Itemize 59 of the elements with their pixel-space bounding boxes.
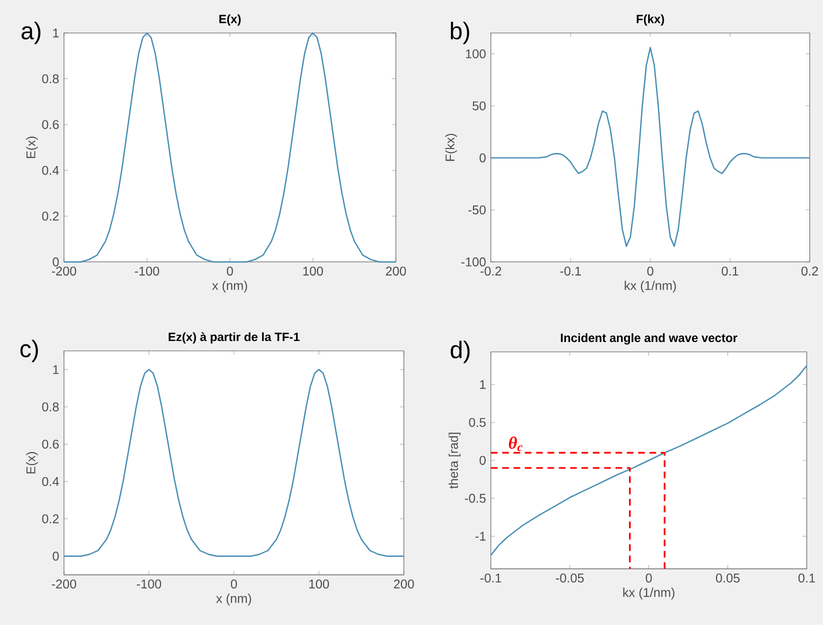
y-tick-label: 1 <box>53 365 59 374</box>
y-tick-label: -0.5 <box>464 494 486 503</box>
x-tick-label: 200 <box>386 266 406 276</box>
y-tick-label: 1 <box>53 28 59 38</box>
y-tick-label: -50 <box>468 206 486 214</box>
y-tick-label: 1 <box>480 380 486 389</box>
x-tick-label: -0.1 <box>560 266 581 276</box>
y-tick-label: 0 <box>480 153 486 162</box>
y-tick-label: 0 <box>52 258 59 266</box>
chart-title: Ez(x) à partir de la TF-1 <box>168 332 300 344</box>
y-tick-label: 0.6 <box>42 120 59 130</box>
y-tick-label: 0.4 <box>42 166 59 175</box>
x-tick-label: 0 <box>647 266 654 276</box>
chart-title: E(x) <box>219 14 241 26</box>
x-tick-label: -0.05 <box>556 574 584 583</box>
x-tick-label: 0 <box>230 580 237 589</box>
y-tick-label: -100 <box>461 258 486 266</box>
y-tick-label: 0.2 <box>42 212 59 221</box>
y-tick-label: 0.5 <box>469 418 486 428</box>
x-tick-label: 0.1 <box>798 574 815 583</box>
y-tick-label: 100 <box>466 49 486 58</box>
x-tick-label: 100 <box>303 266 323 276</box>
x-tick-label: 0 <box>226 266 233 276</box>
y-tick-label: 0 <box>480 456 486 465</box>
y-tick-label: -1 <box>475 532 486 541</box>
text: c) <box>20 340 38 362</box>
x-tick-label: -100 <box>134 266 160 276</box>
x-axis-title: x (nm) <box>216 594 252 606</box>
x-tick-label: 100 <box>309 580 329 589</box>
annotation: θ$_{c}$ <box>508 436 522 452</box>
text: a) <box>22 22 40 44</box>
x-tick-label: 0.05 <box>716 574 740 583</box>
y-axis-title: E(x) <box>26 452 38 474</box>
x-tick-label: -200 <box>52 266 76 276</box>
x-axis-title: kx (1/nm) <box>624 280 676 293</box>
y-tick-label: 0.6 <box>42 440 59 449</box>
x-tick-label: -100 <box>136 580 162 589</box>
y-axis-title: E(x) <box>26 136 38 158</box>
y-tick-label: 0.4 <box>42 477 59 486</box>
chart-title: F(kx) <box>636 14 664 26</box>
y-tick-label: 0.8 <box>42 402 59 412</box>
x-tick-label: 0.1 <box>722 266 738 276</box>
y-tick-label: 0.2 <box>42 514 59 524</box>
x-tick-label: 0 <box>646 574 652 583</box>
text: b) <box>450 22 470 44</box>
y-tick-label: 0 <box>52 552 59 561</box>
y-axis-title: theta [rad] <box>448 432 461 489</box>
text: d) <box>450 340 470 364</box>
x-tick-label: 0.2 <box>801 266 818 276</box>
x-tick-label: -0.1 <box>480 574 502 583</box>
x-tick-label: 200 <box>394 580 414 589</box>
chart-title: Incident angle and wave vector <box>560 333 738 345</box>
x-axis-title: kx (1/nm) <box>623 588 674 600</box>
x-tick-label: -200 <box>52 580 76 589</box>
y-tick-label: 50 <box>472 101 486 110</box>
y-tick-label: 0.8 <box>42 74 59 84</box>
x-axis-title: x (nm) <box>212 280 248 293</box>
y-axis-title: F(kx) <box>445 134 457 161</box>
x-tick-label: -0.2 <box>480 266 502 276</box>
